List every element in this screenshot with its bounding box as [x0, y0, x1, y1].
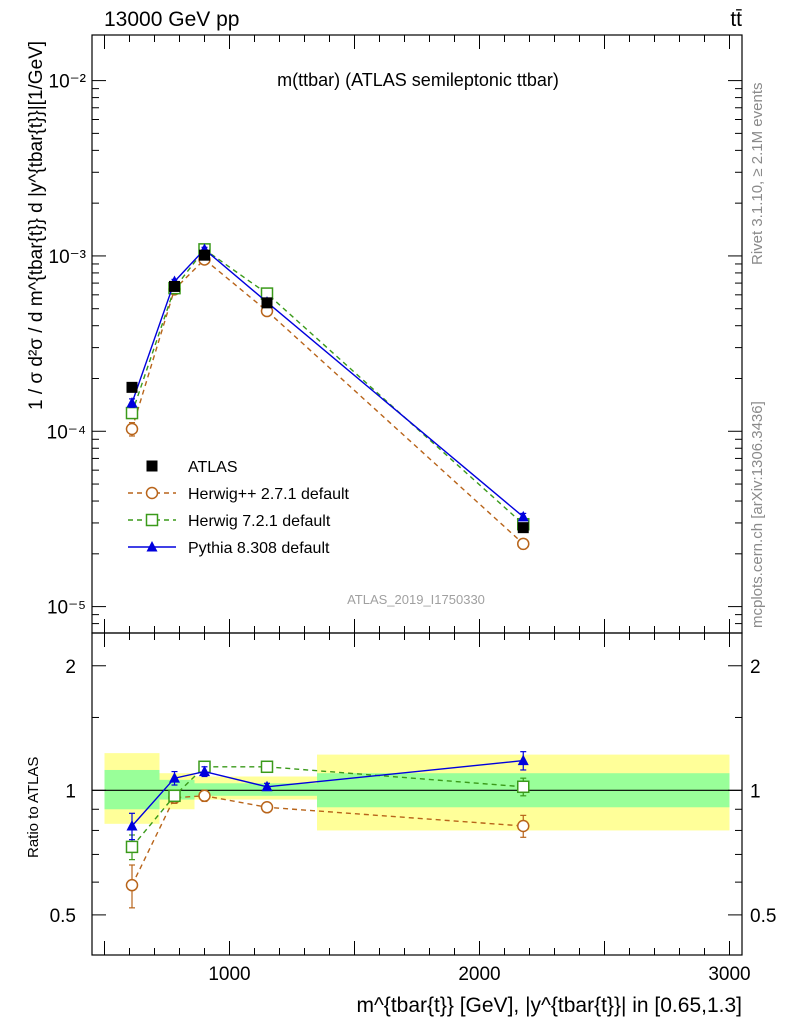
- rivet-label: Rivet 3.1.10, ≥ 2.1M events: [749, 83, 766, 266]
- data-point: [126, 396, 138, 408]
- legend: ATLAS Herwig++ 2.7.1 default Herwig 7.2.1 …: [128, 459, 350, 557]
- x-tick-label: 3000: [708, 964, 750, 985]
- legend-label: Pythia 8.308 default: [188, 540, 330, 557]
- ratio-y-tick-label: 1: [65, 781, 76, 802]
- main-y-tick-label: 10⁻⁴: [47, 422, 86, 443]
- data-point: [125, 840, 139, 854]
- data-point: [125, 406, 139, 420]
- analysis-watermark: ATLAS_2019_I1750330: [347, 592, 485, 607]
- ratio-plot-frame: [91, 632, 743, 956]
- ratio-y-tick-label-right: 2: [750, 657, 761, 678]
- data-point: [517, 819, 530, 833]
- data-point: [126, 819, 138, 831]
- ratio-y-tick-label: 0.5: [50, 906, 76, 927]
- data-point: [261, 297, 273, 309]
- data-point: [517, 522, 529, 534]
- data-point: [125, 422, 139, 436]
- data-point: [168, 789, 181, 803]
- legend-label: ATLAS: [188, 459, 238, 476]
- x-tick-label: 2000: [458, 964, 500, 985]
- main-plot-series: [125, 243, 530, 551]
- x-axis-label: m^{tbar{t}} [GeV], |y^{tbar{t}}| in [0.6…: [356, 994, 742, 1017]
- data-point: [169, 772, 180, 783]
- data-point: [517, 780, 530, 794]
- data-point: [260, 760, 274, 774]
- legend-marker: [146, 541, 158, 552]
- data-point: [517, 510, 529, 522]
- data-point: [126, 381, 138, 393]
- data-point: [517, 754, 529, 766]
- legend-marker: [146, 460, 158, 472]
- main-y-tick-label: 10⁻⁵: [47, 598, 86, 619]
- data-point: [125, 878, 139, 892]
- legend-label: Herwig++ 2.7.1 default: [188, 486, 350, 503]
- data-point: [169, 280, 180, 292]
- ratio-y-tick-label-right: 1: [750, 781, 761, 802]
- x-tick-label: 1000: [208, 964, 250, 985]
- data-point: [199, 249, 210, 261]
- process-label: tt̄: [730, 8, 742, 31]
- ratio-plot-series: [125, 751, 530, 909]
- main-y-tick-label: 10⁻²: [49, 72, 87, 93]
- ratio-band-inner: [104, 769, 160, 810]
- ratio-axis-ticks: 0.5 0.5 1 1 2 2 1000 2000 3000: [50, 633, 776, 985]
- ratio-y-tick-label-right: 0.5: [750, 906, 776, 927]
- mcplots-label: mcplots.cern.ch [arXiv:1306.3436]: [749, 401, 766, 628]
- ratio-y-axis-label: Ratio to ATLAS: [25, 757, 42, 858]
- legend-marker: [145, 513, 159, 527]
- energy-label: 13000 GeV pp: [104, 8, 239, 31]
- series-line: [131, 248, 524, 518]
- legend-marker: [145, 486, 159, 500]
- data-point: [198, 789, 211, 803]
- ratio-panel-background: [92, 753, 742, 831]
- ratio-band-inner: [194, 783, 317, 796]
- data-point: [260, 801, 274, 814]
- main-axis-ticks: 10⁻⁵ 10⁻⁴ 10⁻³ 10⁻²: [47, 35, 742, 633]
- main-y-axis-label: 1 / σ d²σ / d m^{tbar{t}} d |y^{tbar{t}}…: [26, 41, 47, 410]
- data-point: [199, 765, 210, 777]
- series-line: [131, 248, 524, 525]
- ratio-y-tick-label: 2: [65, 657, 76, 678]
- main-y-tick-label: 10⁻³: [49, 247, 87, 268]
- data-point: [261, 780, 273, 792]
- legend-label: Herwig 7.2.1 default: [188, 513, 331, 530]
- main-plot-title: m(ttbar) (ATLAS semileptonic ttbar): [277, 70, 559, 90]
- data-point: [517, 537, 530, 551]
